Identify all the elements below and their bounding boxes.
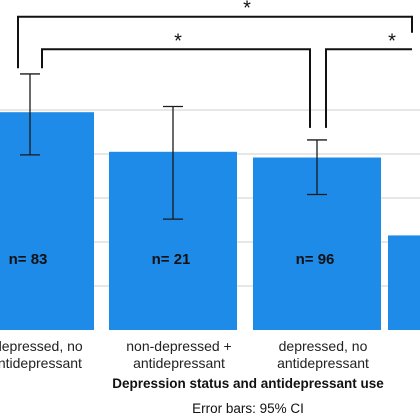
significance-brackets: * * *: [17, 0, 413, 128]
bars: [0, 112, 420, 330]
significance-star-1: *: [174, 30, 182, 52]
category-label-1: non-depressed + antidepressant: [126, 338, 231, 371]
significance-bracket-2: *: [325, 30, 412, 128]
bar-label-2: n= 96: [296, 251, 335, 268]
significance-bracket-1: *: [41, 30, 311, 128]
significance-star-0: *: [243, 0, 251, 20]
error-bar-2: [307, 139, 327, 196]
bar-labels: n= 83 n= 21 n= 96: [9, 251, 335, 268]
significance-bracket-0: *: [17, 0, 413, 69]
bar-label-1: n= 21: [152, 251, 191, 268]
bar-0: [0, 112, 94, 330]
bar-3: [388, 235, 420, 330]
significance-star-2: *: [388, 30, 396, 52]
error-bar-0: [20, 73, 40, 156]
error-bar-1: [163, 105, 183, 220]
error-bars: [20, 73, 327, 220]
x-axis-label: Depression status and antidepressant use: [112, 376, 384, 391]
error-bars-footnote: Error bars: 95% CI: [192, 401, 304, 416]
category-label-2: depressed, no antidepressant: [277, 338, 369, 371]
bar-label-0: n= 83: [9, 251, 48, 268]
